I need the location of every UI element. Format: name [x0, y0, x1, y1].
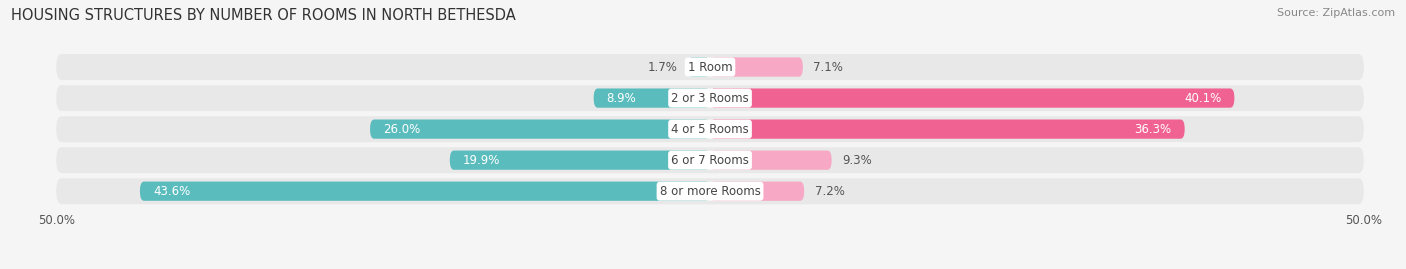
- Text: 2 or 3 Rooms: 2 or 3 Rooms: [671, 91, 749, 105]
- Text: 1.7%: 1.7%: [648, 61, 678, 73]
- Text: 4 or 5 Rooms: 4 or 5 Rooms: [671, 123, 749, 136]
- FancyBboxPatch shape: [710, 151, 831, 170]
- Text: 40.1%: 40.1%: [1184, 91, 1222, 105]
- FancyBboxPatch shape: [56, 147, 1364, 173]
- Legend: Owner-occupied, Renter-occupied: Owner-occupied, Renter-occupied: [579, 266, 841, 269]
- FancyBboxPatch shape: [710, 119, 1185, 139]
- Text: 7.1%: 7.1%: [813, 61, 844, 73]
- FancyBboxPatch shape: [593, 89, 710, 108]
- FancyBboxPatch shape: [710, 89, 1234, 108]
- FancyBboxPatch shape: [710, 182, 804, 201]
- FancyBboxPatch shape: [710, 57, 803, 77]
- Text: 43.6%: 43.6%: [153, 185, 190, 198]
- Text: 19.9%: 19.9%: [463, 154, 501, 167]
- FancyBboxPatch shape: [56, 54, 1364, 80]
- FancyBboxPatch shape: [688, 57, 710, 77]
- Text: 1 Room: 1 Room: [688, 61, 733, 73]
- Text: 9.3%: 9.3%: [842, 154, 872, 167]
- Text: 8 or more Rooms: 8 or more Rooms: [659, 185, 761, 198]
- FancyBboxPatch shape: [450, 151, 710, 170]
- Text: 7.2%: 7.2%: [814, 185, 845, 198]
- Text: 36.3%: 36.3%: [1135, 123, 1171, 136]
- FancyBboxPatch shape: [56, 116, 1364, 142]
- Text: 6 or 7 Rooms: 6 or 7 Rooms: [671, 154, 749, 167]
- FancyBboxPatch shape: [56, 178, 1364, 204]
- Text: Source: ZipAtlas.com: Source: ZipAtlas.com: [1277, 8, 1395, 18]
- FancyBboxPatch shape: [370, 119, 710, 139]
- FancyBboxPatch shape: [141, 182, 710, 201]
- Text: 8.9%: 8.9%: [607, 91, 637, 105]
- Text: 26.0%: 26.0%: [382, 123, 420, 136]
- Text: HOUSING STRUCTURES BY NUMBER OF ROOMS IN NORTH BETHESDA: HOUSING STRUCTURES BY NUMBER OF ROOMS IN…: [11, 8, 516, 23]
- FancyBboxPatch shape: [56, 85, 1364, 111]
